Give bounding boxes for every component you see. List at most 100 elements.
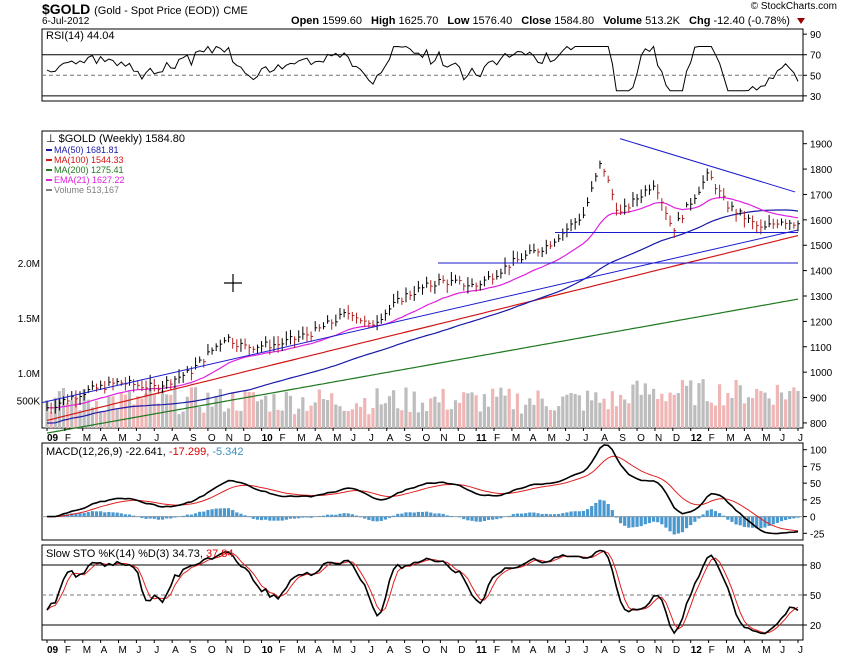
macd-histogram-bar [284,516,288,520]
sto-xtick-label: M [83,645,91,656]
volume-bar [396,408,400,428]
sto-xtick-label: F [65,645,71,656]
macd-histogram-bar [627,516,631,528]
macd-histogram-bar [557,513,561,517]
macd-histogram-bar [210,509,214,517]
volume-bar [132,404,136,428]
volume-bar [305,410,309,428]
volume-bar [656,399,660,428]
close-label: Close [521,15,552,27]
macd-histogram-bar [775,516,779,523]
volume-bar [491,388,495,428]
price-xtick-label: O [208,433,216,444]
price-ytick-label: 1800 [810,165,833,176]
macd-histogram-bar [416,511,420,517]
volume-bar [713,405,718,428]
macd-histogram-bar [325,514,330,517]
volume-bar [136,396,140,428]
volume-bar [231,392,235,428]
volume-bar [462,392,466,428]
macd-histogram-bar [689,516,693,526]
price-xtick-label: 09 [47,433,59,444]
macd-histogram-bar [746,516,751,528]
macd-histogram-bar [515,513,520,517]
macd-histogram-bar [206,510,210,517]
volume-bar [218,388,222,428]
volume-bar [478,411,482,428]
volume-bar [684,385,689,428]
volume-tick-label: 1.5M [18,314,40,325]
volume-bar [235,410,239,428]
volume-tick-label: 2.0M [18,259,40,270]
macd-histogram-bar [668,516,672,532]
volume-bar [763,392,767,428]
volume-bar [354,403,359,428]
copyright[interactable]: © StockCharts.com [750,1,837,12]
volume-bar [668,392,672,428]
volume-bar [577,395,581,428]
volume-bar [470,392,474,428]
volume-bar [181,411,185,428]
volume-bar [726,393,730,428]
price-xtick-label: 11 [476,433,487,444]
volume-bar [193,387,198,428]
macd-histogram-bar [86,512,90,517]
quote-bar: Open 1599.60 High 1625.70 Low 1576.40 Cl… [285,15,805,27]
macd-histogram-bar [552,514,557,517]
volume-bar [156,403,161,428]
volume-bar [581,410,586,428]
volume-bar [392,390,396,428]
legend-entry: Volume 513,167 [54,185,119,195]
macd-histogram-bar [474,516,478,522]
macd-histogram-bar [107,512,111,517]
volume-bar [272,394,276,428]
macd-histogram-bar [635,516,639,527]
volume-bar [198,406,202,428]
price-xtick-label: M [333,433,341,444]
volume-bar [45,400,49,428]
macd-histogram-bar [466,516,470,521]
volume-bar [342,410,346,428]
legend-entry: MA(200) 1275.41 [54,165,124,175]
macd-histogram-bar [738,516,742,526]
macd-histogram-bar [437,513,441,517]
macd-histogram-bar [140,516,144,518]
down-arrow-icon [797,18,805,25]
sto-xtick-label: J [583,645,588,656]
volume-bar [325,400,330,428]
macd-histogram-bar [144,516,148,519]
volume-bar [643,383,647,428]
macd-histogram-bar [379,516,383,521]
macd-histogram-bar [74,513,78,517]
rsi-ytick-label: 70 [810,51,822,62]
price-ytick-label: 1200 [810,317,833,328]
price-ytick-label: 1000 [810,368,833,379]
symbol-code: $GOLD [42,1,91,17]
volume-bar [222,411,227,428]
macd-panel-title: MACD(12,26,9) -22.641, -17.299, -5.342 [46,446,244,458]
sto-xtick-label: J [566,645,571,656]
macd-histogram-bar [751,516,755,528]
price-xtick-label: M [762,433,770,444]
ma200-line [46,298,799,434]
volume-bar [730,397,734,428]
macd-histogram-bar [660,516,664,525]
macd-histogram-bar [346,513,350,517]
volume-bar [115,408,119,428]
volume-bar [429,398,433,428]
macd-histogram-bar [268,516,272,521]
volume-bar [292,414,297,428]
macd-histogram-bar [433,513,437,517]
volume-bar [259,399,264,428]
macd-histogram-bar [594,502,598,517]
volume-bar [367,414,371,428]
macd-histogram-bar [614,516,619,518]
macd-histogram-bar [264,516,268,520]
volume-bar [524,404,528,428]
volume-bar [123,394,128,428]
price-xtick-label: S [190,433,197,444]
close-value: 1584.80 [554,15,595,27]
sto-xtick-label: O [208,645,216,656]
volume-bar [701,379,705,428]
